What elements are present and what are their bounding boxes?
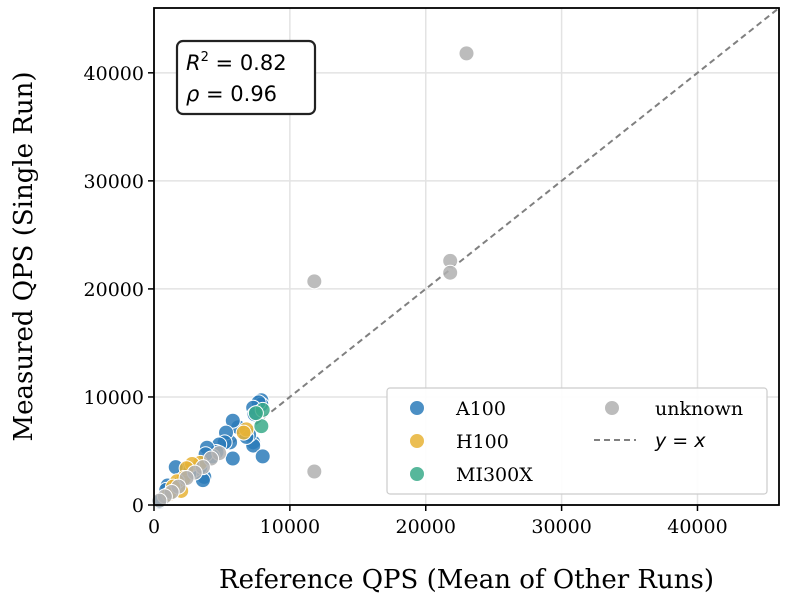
plot-frame	[153, 7, 780, 506]
legend-label-h100: H100	[456, 431, 509, 453]
legend-marker-a100	[409, 400, 425, 416]
legend-marker-mi300x	[409, 466, 425, 482]
y-tick-label: 0	[132, 495, 144, 517]
data-point-a100	[224, 450, 241, 467]
x-tick-label: 30000	[531, 516, 591, 538]
x-tick-label: 0	[148, 516, 160, 538]
legend-label-unknown: unknown	[655, 398, 743, 420]
rho-symbol: ρ	[186, 82, 200, 106]
r-squared-value: = 0.82	[209, 51, 287, 75]
legend-marker-unknown	[604, 400, 620, 416]
legend-marker-h100	[409, 433, 425, 449]
r-squared-superscript: 2	[201, 50, 209, 65]
x-axis-label: Reference QPS (Mean of Other Runs)	[219, 565, 714, 595]
x-tick-label: 40000	[667, 516, 727, 538]
legend-label-a100: A100	[455, 398, 506, 420]
data-point-unknown	[458, 45, 475, 62]
legend-label-mi300x: MI300X	[456, 464, 533, 486]
x-tick-label: 10000	[260, 516, 320, 538]
rho-value: = 0.96	[199, 82, 277, 106]
legend-label-y-equals-x: y = x	[654, 430, 706, 452]
y-tick-label: 20000	[84, 279, 144, 301]
legend: A100 H100 MI300X unknown y = x	[386, 387, 768, 495]
axis-ticks: 0 10000 20000 30000 40000 0 10000 20000 30000 400…	[84, 63, 728, 538]
data-point-unknown	[306, 463, 323, 480]
data-points	[151, 45, 475, 510]
y-tick-label: 40000	[84, 63, 144, 85]
data-point-h100	[235, 424, 252, 441]
rho-annotation: ρ = 0.96	[186, 82, 277, 106]
x-tick-label: 20000	[396, 516, 456, 538]
data-point-a100	[254, 448, 271, 465]
r-squared-symbol: R	[186, 51, 201, 75]
r-squared-annotation: R2 = 0.82	[186, 50, 287, 75]
data-point-unknown	[442, 264, 459, 281]
y-tick-label: 30000	[84, 171, 144, 193]
y-axis-label: Measured QPS (Single Run)	[9, 71, 39, 441]
data-point-unknown	[306, 273, 323, 290]
stats-box-frame	[175, 39, 317, 116]
data-point-mi300x	[247, 405, 264, 422]
legend-frame	[386, 387, 768, 495]
stats-annotation-box: R2 = 0.82 ρ = 0.96	[175, 39, 317, 116]
data-point-a100	[224, 412, 241, 429]
y-tick-label: 10000	[84, 387, 144, 409]
